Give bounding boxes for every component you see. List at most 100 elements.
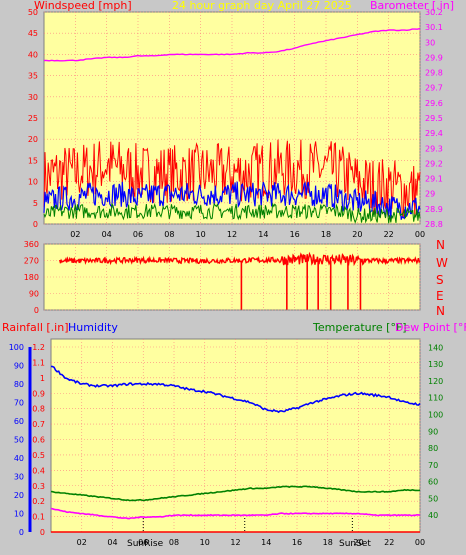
time-tick-label: 14 [258, 230, 268, 239]
direction-tick-label: 270 [24, 257, 39, 266]
time-tick-label: 12 [227, 230, 237, 239]
windspeed-series [43, 139, 421, 217]
temperature-tick-label: 140 [428, 343, 443, 352]
temperature-tick-label: 90 [428, 427, 438, 436]
barometer-tick-label: 29.1 [425, 175, 443, 184]
gust-series [43, 181, 421, 220]
temperature-tick-label: 70 [428, 461, 438, 470]
rainfall-tick-label: 1.1 [32, 358, 45, 367]
time-tick-label: 16 [290, 230, 300, 239]
wind-direction-panel: 0 90 180 270 360 N W S E N [24, 238, 448, 318]
time-tick-label: 12 [230, 538, 240, 547]
humidity-tick-label: 20 [14, 491, 24, 500]
humidity-tick-label: 100 [9, 343, 24, 352]
windspeed-tick-label: 5 [33, 199, 38, 208]
time-tick-label: 14 [261, 538, 271, 547]
windspeed-tick-label: 40 [28, 50, 38, 59]
rainfall-tick-label: 0.1 [32, 513, 45, 522]
barometer-tick-label: 29.6 [425, 99, 443, 108]
barometer-tick-label: 29.7 [425, 84, 443, 93]
time-tick-label: 08 [164, 230, 174, 239]
time-tick-label: 10 [200, 538, 210, 547]
direction-axis: 0 90 180 270 360 [24, 240, 39, 315]
barometer-axis: 28.8 28.9 29 29.1 29.2 29.3 29.4 29.5 29.6 29.7 29… [425, 8, 443, 229]
temperature-axis: 40 50 60 70 80 90 100 110 120 130 140 [428, 343, 443, 520]
windspeed-tick-label: 25 [28, 114, 38, 123]
temperature-tick-label: 80 [428, 444, 438, 453]
rainfall-tick-label: 0.6 [32, 436, 45, 445]
humidity-tick-label: 60 [14, 417, 24, 426]
rainfall-tick-label: 0.9 [32, 389, 45, 398]
time-tick-label: 18 [321, 230, 331, 239]
compass-n2-label: N [436, 304, 445, 318]
time-tick-label: 08 [169, 538, 179, 547]
windspeed-tick-label: 15 [28, 156, 38, 165]
time-tick-label: 16 [292, 538, 302, 547]
barometer-tick-label: 30.1 [425, 23, 443, 32]
humidity-tick-label: 90 [14, 362, 24, 371]
temperature-tick-label: 40 [428, 511, 438, 520]
compass-w-label: W [436, 256, 448, 270]
barometer-tick-label: 30.2 [425, 8, 443, 17]
wind-direction-series [59, 251, 421, 267]
windspeed-tick-label: 20 [28, 135, 38, 144]
humidity-tick-label: 30 [14, 473, 24, 482]
humidity-tick-label: 80 [14, 380, 24, 389]
direction-tick-label: 90 [29, 290, 39, 299]
windspeed-tick-label: 0 [33, 220, 38, 229]
chart-title: 24 hour graph day April 27 2025 [172, 0, 352, 12]
sun-markers [142, 518, 353, 532]
windspeed-axis: 0 5 10 15 20 25 30 35 40 45 50 [28, 8, 38, 229]
humidity-tick-label: 0 [19, 528, 24, 537]
sunset-label: SunSet [339, 539, 371, 549]
rainfall-tick-label: 1.2 [32, 343, 45, 352]
humidity-tick-label: 40 [14, 454, 24, 463]
barometer-tick-label: 30 [425, 38, 435, 47]
humidity-tick-label: 50 [14, 436, 24, 445]
temperature-tick-label: 50 [428, 494, 438, 503]
rain-time-axis: 02 04 06 08 10 12 14 16 18 20 22 00 [77, 538, 425, 547]
temperature-tick-label: 120 [428, 377, 443, 386]
average-wind-series [43, 202, 421, 224]
humidity-tick-label: 10 [14, 510, 24, 519]
dew-point-axis-label: Dew Point [°F] [395, 321, 466, 334]
wind-time-axis: 02 04 06 08 10 12 14 16 18 20 22 00 [70, 230, 425, 239]
windspeed-tick-label: 50 [28, 8, 38, 17]
rainfall-tick-label: 0.4 [32, 466, 45, 475]
time-tick-label: 06 [138, 538, 148, 547]
rainfall-tick-label: 0.2 [32, 497, 45, 506]
windspeed-tick-label: 45 [28, 29, 38, 38]
compass-s-label: S [436, 273, 444, 287]
rain-humidity-temp-grid [51, 339, 421, 533]
barometer-tick-label: 28.9 [425, 205, 443, 214]
compass-n-label: N [436, 238, 445, 252]
windspeed-tick-label: 35 [28, 72, 38, 81]
temperature-tick-label: 110 [428, 394, 443, 403]
rainfall-tick-label: 0.3 [32, 482, 45, 491]
time-tick-label: 04 [102, 230, 112, 239]
dew-point-series [50, 507, 421, 520]
rainfall-axis: 0 0.1 0.2 0.3 0.4 0.5 0.6 0.7 0.8 0.9 1 1.1 1.2 [32, 343, 45, 537]
rainfall-tick-label: 0 [40, 528, 45, 537]
barometer-tick-label: 29.2 [425, 159, 443, 168]
barometer-tick-label: 29.5 [425, 114, 443, 123]
compass-e-label: E [436, 289, 444, 303]
windspeed-tick-label: 10 [28, 178, 38, 187]
rainfall-tick-label: 1 [40, 374, 45, 383]
wind-direction-series [59, 251, 421, 310]
time-tick-label: 06 [133, 230, 143, 239]
rain-humidity-temp-panel: 0 0.1 0.2 0.3 0.4 0.5 0.6 0.7 0.8 0.9 1 1.1 1.2 0 10 2… [2, 321, 466, 549]
temperature-axis-label: Temperature [°F] [312, 321, 407, 334]
time-tick-label: 02 [70, 230, 80, 239]
temperature-tick-label: 60 [428, 478, 438, 487]
windspeed-tick-label: 30 [28, 93, 38, 102]
rain-humidity-temp-series [50, 365, 421, 533]
time-tick-label: 00 [415, 538, 425, 547]
temperature-tick-label: 130 [428, 360, 443, 369]
sunrise-label: SunRise [127, 539, 164, 549]
rainfall-tick-label: 0.8 [32, 405, 45, 414]
rainfall-tick-label: 0.7 [32, 420, 45, 429]
direction-tick-label: 180 [24, 273, 39, 282]
